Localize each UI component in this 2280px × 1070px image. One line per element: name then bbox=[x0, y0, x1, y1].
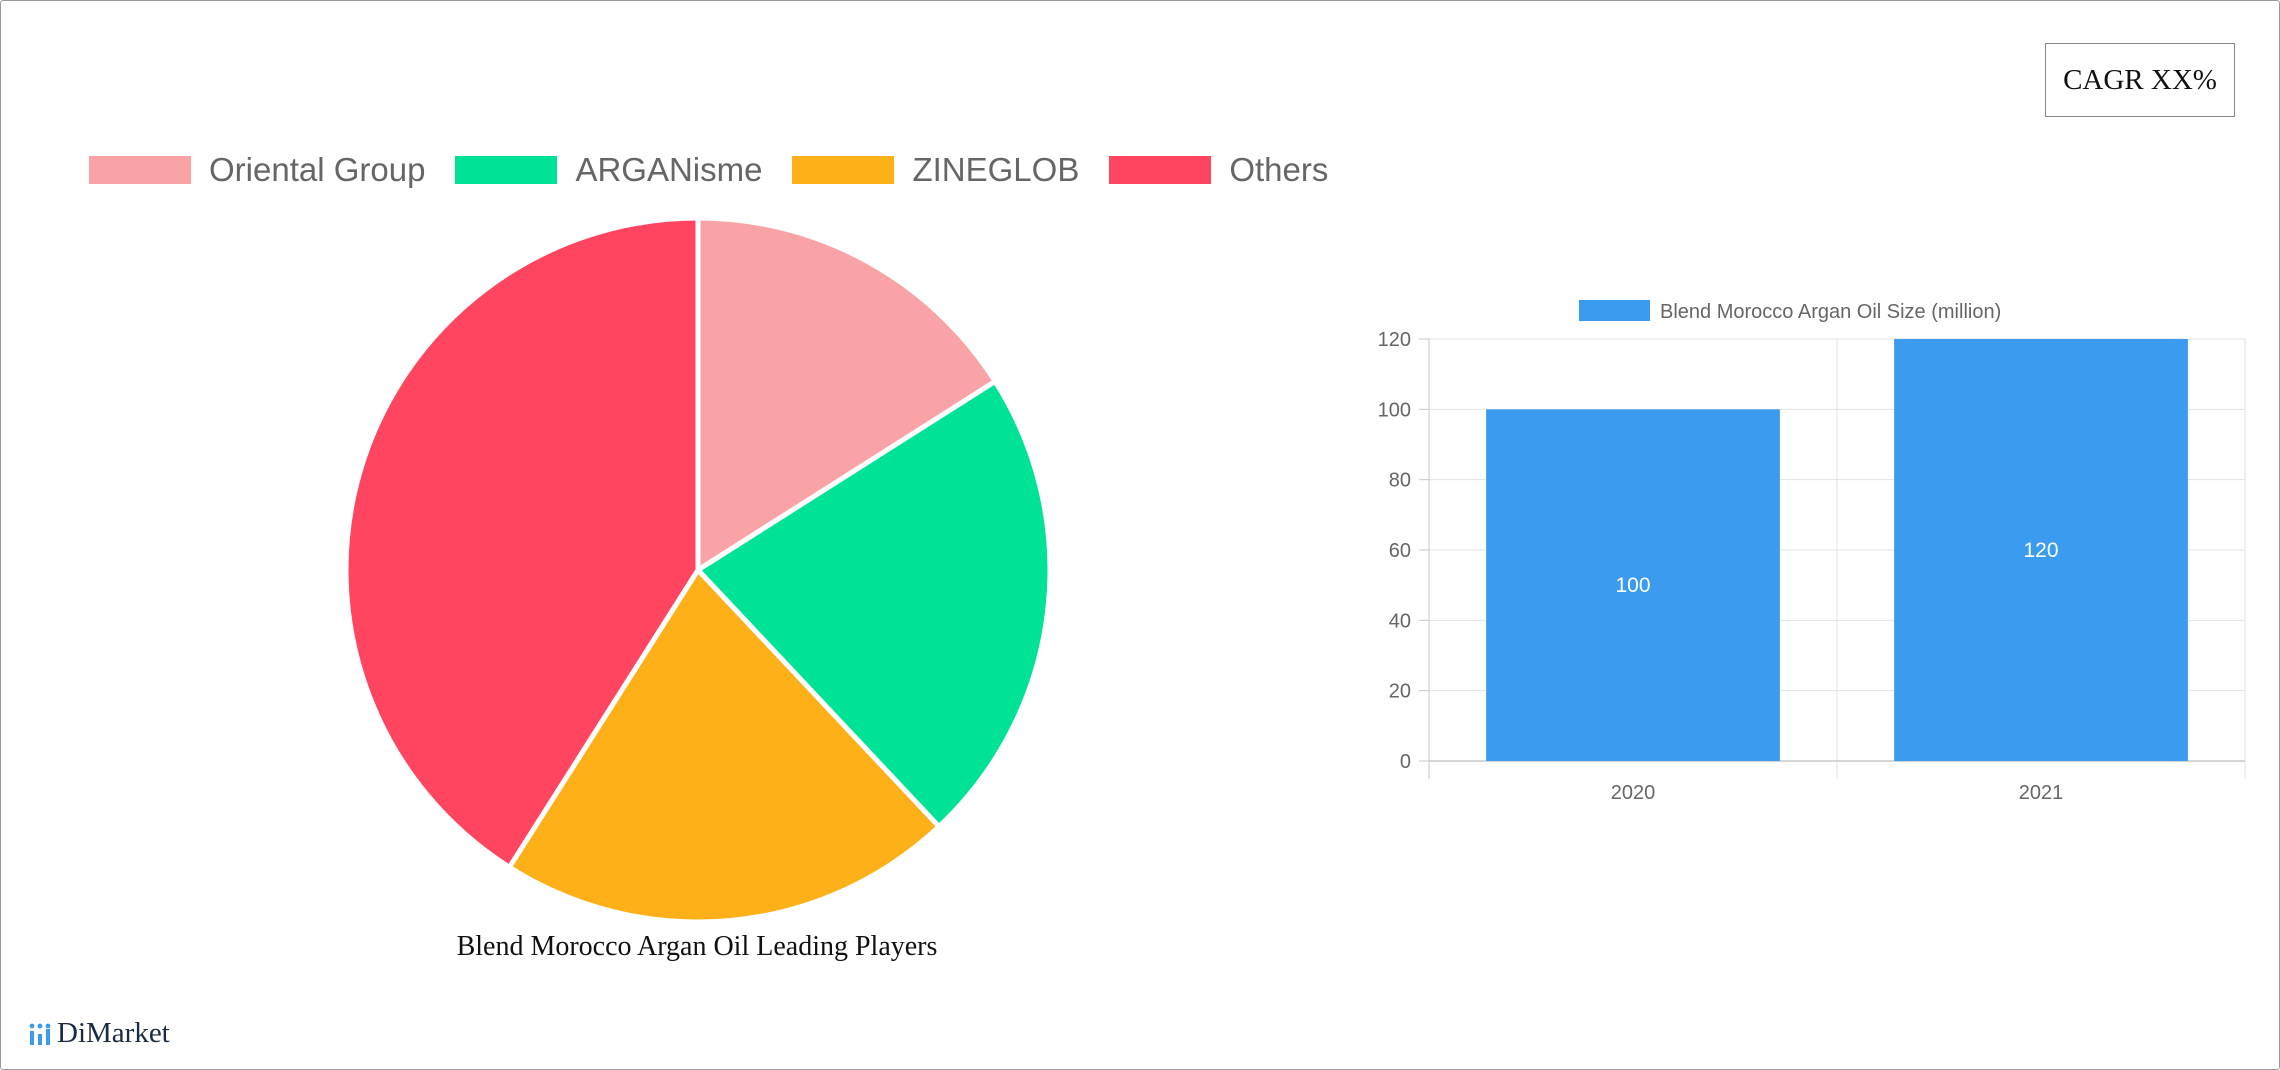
legend-swatch-oriental-group bbox=[89, 156, 191, 184]
legend-label-others: Others bbox=[1229, 151, 1329, 188]
legend-item-zineglob[interactable]: ZINEGLOB bbox=[792, 151, 1079, 189]
bar-data-label: 120 bbox=[2023, 539, 2058, 562]
bar-data-label: 100 bbox=[1615, 574, 1650, 597]
y-tick-label: 20 bbox=[1389, 681, 1411, 703]
legend-swatch-others bbox=[1109, 156, 1212, 184]
legend-swatch-arganisme bbox=[455, 156, 558, 184]
dimarket-logo: DiMarket bbox=[29, 1017, 170, 1050]
pie-legend: Oriental Group ARGANisme ZINEGLOB Others bbox=[89, 151, 1358, 189]
cagr-badge: CAGR XX% bbox=[2045, 43, 2235, 117]
legend-label-oriental-group: Oriental Group bbox=[209, 151, 426, 188]
y-tick-label: 100 bbox=[1378, 399, 1411, 421]
legend-swatch-zineglob bbox=[792, 156, 895, 184]
pie-slice-zineglob[interactable] bbox=[506, 567, 942, 925]
pie-chart bbox=[343, 215, 1053, 925]
x-tick-label: 2021 bbox=[2019, 782, 2064, 804]
bar-logo-icon bbox=[29, 1023, 51, 1045]
bar-legend[interactable]: Blend Morocco Argan Oil Size (million) bbox=[1579, 300, 2001, 323]
pie-chart-title: Blend Morocco Argan Oil Leading Players bbox=[456, 931, 938, 962]
brand-name: DiMarket bbox=[57, 1017, 170, 1049]
bar-legend-swatch bbox=[1579, 300, 1650, 321]
y-tick-label: 60 bbox=[1389, 540, 1411, 562]
pie-slice-arganisme[interactable] bbox=[695, 378, 1053, 830]
y-tick-label: 40 bbox=[1389, 610, 1411, 632]
legend-item-arganisme[interactable]: ARGANisme bbox=[455, 151, 762, 189]
bar-chart: Blend Morocco Argan Oil Size (million) 0 2… bbox=[1378, 300, 2246, 804]
bar-legend-label: Blend Morocco Argan Oil Size (million) bbox=[1660, 301, 2001, 323]
bar-2020[interactable] bbox=[1486, 409, 1780, 761]
y-tick-label: 80 bbox=[1389, 470, 1411, 492]
pie-slice-others[interactable] bbox=[343, 215, 701, 870]
legend-item-oriental-group[interactable]: Oriental Group bbox=[89, 151, 425, 189]
y-tick-label: 0 bbox=[1400, 751, 1411, 773]
pie-slice-oriental-group[interactable] bbox=[695, 215, 998, 573]
y-tick-label: 120 bbox=[1378, 329, 1411, 351]
legend-label-zineglob: ZINEGLOB bbox=[912, 151, 1080, 188]
x-tick-label: 2020 bbox=[1611, 782, 1656, 804]
legend-label-arganisme: ARGANisme bbox=[575, 151, 763, 188]
legend-item-others[interactable]: Others bbox=[1109, 151, 1328, 189]
bar-2021[interactable] bbox=[1894, 339, 2188, 761]
